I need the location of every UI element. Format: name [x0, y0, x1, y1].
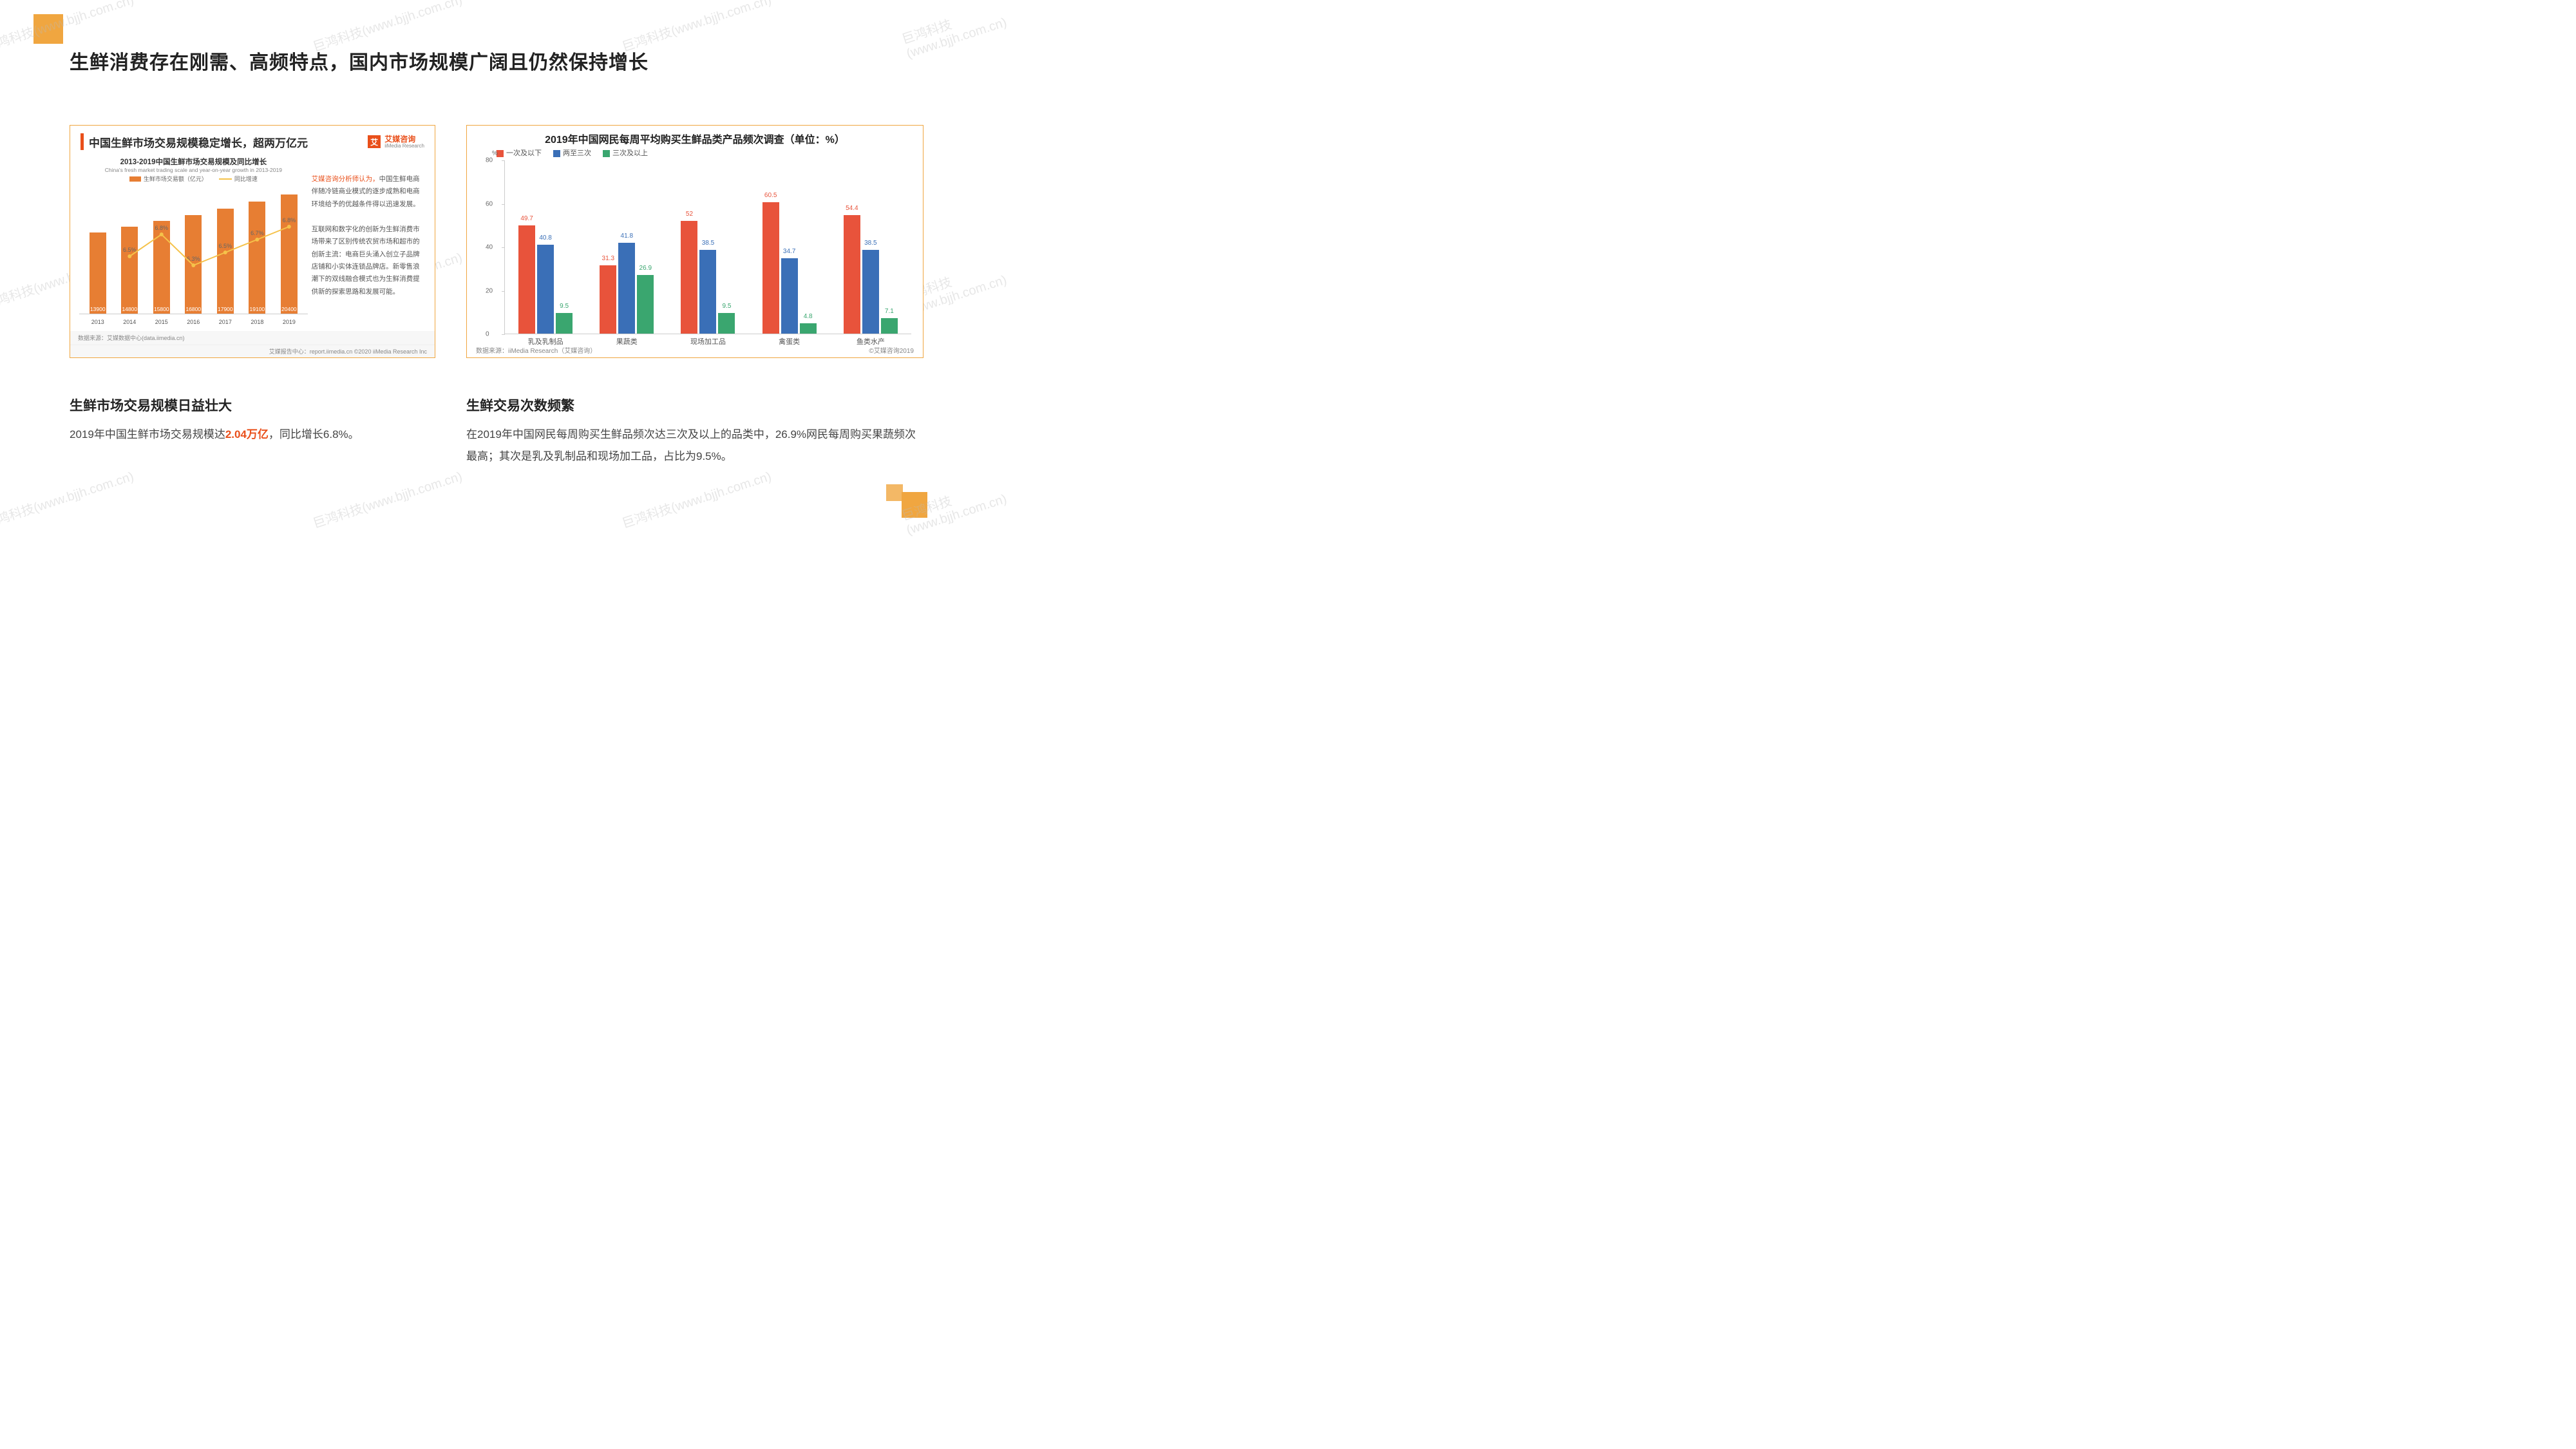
frequency-legend: 一次及以下两至三次 三次及以上	[467, 147, 923, 158]
watermark: 巨鸿科技(www.bjjh.com.cn)	[310, 466, 464, 531]
text-left-body: 2019年中国生鲜市场交易规模达2.04万亿，同比增长6.8%。	[70, 424, 456, 446]
chart-subtitle-en: China's fresh market trading scale and y…	[79, 167, 308, 173]
chart-source: 数据来源：艾媒数据中心(data.iimedia.cn)	[70, 331, 435, 345]
watermark: 巨鸿科技(www.bjjh.com.cn)	[619, 466, 773, 531]
frequency-plot: % 49.740.89.5乳及乳制品31.341.826.9果蔬类5238.59…	[504, 160, 911, 334]
watermark: 巨鸿科技(www.bjjh.com.cn)	[899, 0, 1009, 62]
decor-square-bottom-right-1	[902, 492, 927, 518]
growth-label: 6.5%	[219, 243, 232, 249]
chart-subtitle: 2013-2019中国生鲜市场交易规模及同比增长	[79, 156, 308, 167]
category-group: 49.740.89.5乳及乳制品	[518, 225, 573, 334]
text-block-left: 生鲜市场交易规模日益壮大 2019年中国生鲜市场交易规模达2.04万亿，同比增长…	[70, 395, 456, 446]
y-tick: 0	[486, 331, 489, 338]
decor-square-top-left	[33, 14, 63, 44]
bar: 40.8	[537, 245, 554, 334]
text-right-heading: 生鲜交易次数频繁	[466, 395, 923, 415]
bar: 9.5	[556, 313, 573, 334]
y-tick: 20	[486, 287, 493, 294]
analyst-note: 艾媒咨询分析师认为，中国生鲜电商伴随冷链商业模式的逐步成熟和电商环境给予的优越条…	[308, 153, 428, 333]
bar-2014: 148002014	[121, 227, 138, 314]
category-group: 31.341.826.9果蔬类	[600, 243, 654, 334]
growth-label: 6.7%	[251, 230, 264, 236]
legend-item: 一次及以下	[497, 147, 542, 158]
bar: 26.9	[637, 275, 654, 334]
category-group: 60.534.74.8禽蛋类	[762, 202, 817, 334]
slide-title: 生鲜消费存在刚需、高频特点，国内市场规模广阔且仍然保持增长	[70, 46, 649, 75]
bar: 52	[681, 221, 697, 334]
y-tick: 40	[486, 244, 493, 251]
y-tick: 80	[486, 157, 493, 164]
bar-2016: 168002016	[185, 215, 202, 314]
brand-icon: 艾	[368, 135, 381, 148]
category-group: 54.438.57.1鱼类水产	[844, 215, 898, 334]
market-scale-chart-panel: 中国生鲜市场交易规模稳定增长，超两万亿元 艾 艾媒咨询 iiMedia Rese…	[70, 125, 435, 358]
y-unit: %	[492, 150, 498, 157]
bar: 34.7	[781, 258, 798, 334]
text-left-heading: 生鲜市场交易规模日益壮大	[70, 395, 456, 415]
legend-item: 三次及以上	[603, 147, 648, 158]
bar: 38.5	[699, 250, 716, 334]
bar: 31.3	[600, 265, 616, 334]
bar: 60.5	[762, 202, 779, 334]
growth-label: 6.8%	[155, 225, 169, 231]
bar: 7.1	[881, 318, 898, 334]
growth-label: 6.5%	[123, 247, 137, 253]
legend-item: 两至三次	[553, 147, 591, 158]
iimedia-brand: 艾 艾媒咨询 iiMedia Research	[368, 135, 424, 149]
bar-2019: 204002019	[281, 194, 298, 314]
decor-square-bottom-right-2	[886, 484, 903, 501]
y-tick: 60	[486, 200, 493, 207]
bar: 54.4	[844, 215, 860, 334]
watermark: 巨鸿科技(www.bjjh.com.cn)	[0, 466, 136, 531]
growth-label: 6.3%	[187, 256, 200, 262]
bar-2017: 179002017	[217, 209, 234, 314]
bar: 4.8	[800, 323, 817, 334]
bar: 49.7	[518, 225, 535, 334]
brand-sub: iiMedia Research	[384, 143, 424, 149]
bar: 41.8	[618, 243, 635, 334]
chart-footer: 艾媒报告中心：report.iimedia.cn ©2020 iiMedia R…	[70, 345, 435, 357]
bar-2015: 158002015	[153, 221, 170, 314]
market-chart-title: 中国生鲜市场交易规模稳定增长，超两万亿元	[89, 134, 308, 150]
frequency-footer: 数据来源：iiMedia Research（艾媒咨询） ©艾媒咨询2019	[476, 345, 914, 355]
text-block-right: 生鲜交易次数频繁 在2019年中国网民每周购买生鲜品频次达三次及以上的品类中，2…	[466, 395, 923, 468]
bar-2018: 191002018	[249, 202, 265, 314]
category-group: 5238.59.5现场加工品	[681, 221, 735, 334]
bar-line-plot: 2013-2019中国生鲜市场交易规模及同比增长 China's fresh m…	[79, 153, 308, 333]
frequency-chart-title: 2019年中国网民每周平均购买生鲜品类产品频次调查（单位：%）	[467, 126, 923, 147]
frequency-chart-panel: 2019年中国网民每周平均购买生鲜品类产品频次调查（单位：%） 一次及以下两至三…	[466, 125, 923, 358]
bar-2013: 139002013	[90, 232, 106, 314]
text-right-body: 在2019年中国网民每周购买生鲜品频次达三次及以上的品类中，26.9%网民每周购…	[466, 424, 923, 468]
bar: 9.5	[718, 313, 735, 334]
growth-label: 6.8%	[283, 217, 296, 223]
title-accent-bar	[80, 133, 84, 150]
chart-legend: 生鲜市场交易额（亿元） 同比增速	[79, 175, 308, 183]
brand-name: 艾媒咨询	[384, 135, 424, 143]
bar: 38.5	[862, 250, 879, 334]
